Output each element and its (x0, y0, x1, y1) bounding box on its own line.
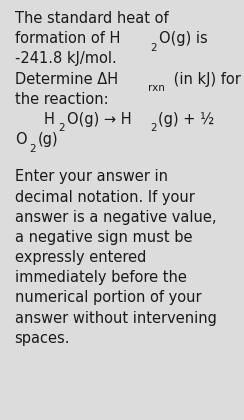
Text: answer without intervening: answer without intervening (15, 310, 216, 326)
Text: decimal notation. If your: decimal notation. If your (15, 189, 194, 205)
Text: 2: 2 (58, 123, 65, 134)
Text: immediately before the: immediately before the (15, 270, 186, 285)
Text: 2: 2 (30, 144, 36, 154)
Text: answer is a negative value,: answer is a negative value, (15, 210, 216, 225)
Text: (in kJ) for: (in kJ) for (170, 71, 241, 87)
Text: -241.8 kJ/mol.: -241.8 kJ/mol. (15, 51, 116, 66)
Text: the reaction:: the reaction: (15, 92, 108, 107)
Text: Enter your answer in: Enter your answer in (15, 169, 168, 184)
Text: expressly entered: expressly entered (15, 250, 146, 265)
Text: The standard heat of: The standard heat of (15, 11, 168, 26)
Text: H: H (44, 112, 55, 127)
Text: Determine ΔH: Determine ΔH (15, 71, 118, 87)
Text: rxn: rxn (148, 83, 165, 93)
Text: O(g) → H: O(g) → H (67, 112, 131, 127)
Text: formation of H: formation of H (15, 31, 120, 46)
Text: numerical portion of your: numerical portion of your (15, 290, 201, 305)
Text: (g) + ½: (g) + ½ (158, 112, 215, 127)
Text: spaces.: spaces. (15, 331, 70, 346)
Text: O: O (15, 132, 26, 147)
Text: a negative sign must be: a negative sign must be (15, 230, 192, 245)
Text: 2: 2 (151, 43, 157, 53)
Text: (g): (g) (38, 132, 59, 147)
Text: 2: 2 (150, 123, 156, 134)
Text: O(g) is: O(g) is (159, 31, 208, 46)
